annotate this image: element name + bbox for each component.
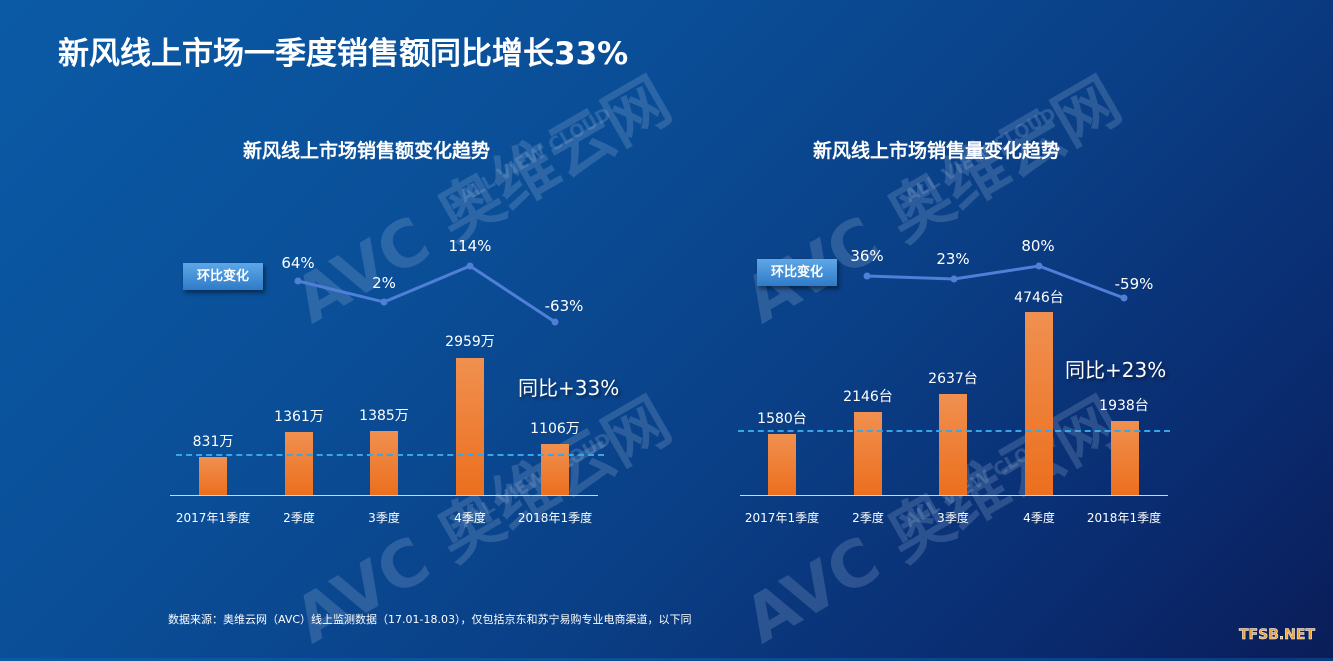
category-label: 4季度: [454, 511, 486, 525]
category-label: 2018年1季度: [517, 511, 593, 525]
mom-label: 2%: [372, 274, 396, 292]
bar: [199, 457, 227, 495]
value-label: 1361万: [274, 409, 324, 425]
mom-label: 114%: [448, 237, 492, 255]
value-label: 4746台: [1014, 290, 1064, 306]
yoy-annotation: 同比+33%: [518, 376, 620, 400]
bar: [541, 444, 569, 495]
yoy-annotation: 同比+23%: [1065, 358, 1167, 382]
mom-label: 36%: [850, 247, 884, 265]
value-label: 831万: [192, 434, 234, 450]
mom-label: 64%: [281, 254, 315, 272]
bar: [456, 358, 484, 495]
value-label: 1106万: [530, 421, 580, 437]
mom-label: -59%: [1114, 275, 1154, 293]
mom-label: -63%: [544, 297, 584, 315]
chart-title: 新风线上市场销售额变化趋势: [243, 140, 491, 162]
bar: [1111, 421, 1139, 495]
mom-change-badge: 环比变化: [757, 259, 837, 286]
x-axis: [740, 495, 1168, 496]
value-label: 1385万: [359, 408, 409, 424]
chart-title: 新风线上市场销售量变化趋势: [813, 140, 1061, 162]
mom-label: 23%: [936, 250, 970, 268]
bar: [768, 434, 796, 495]
category-label: 3季度: [368, 511, 400, 525]
category-label: 2季度: [852, 511, 884, 525]
category-label: 2017年1季度: [744, 511, 820, 525]
bar: [939, 394, 967, 495]
bar: [1025, 312, 1053, 495]
bar: [285, 432, 313, 495]
category-label: 2017年1季度: [175, 511, 251, 525]
bar: [370, 431, 398, 495]
category-label: 2季度: [283, 511, 315, 525]
category-label: 2018年1季度: [1086, 511, 1162, 525]
reference-dashed-line: [738, 430, 1170, 432]
category-label: 4季度: [1023, 511, 1055, 525]
page-title: 新风线上市场一季度销售额同比增长33%: [58, 36, 629, 72]
value-label: 1938台: [1099, 398, 1149, 414]
mom-change-badge: 环比变化: [183, 263, 263, 290]
category-label: 3季度: [937, 511, 969, 525]
value-label: 1580台: [757, 411, 807, 427]
brand-logo: TFSB.NET: [1239, 627, 1316, 644]
reference-dashed-line: [176, 454, 604, 456]
x-axis: [170, 495, 598, 496]
value-label: 2637台: [928, 371, 978, 387]
value-label: 2959万: [445, 334, 495, 350]
bar: [854, 412, 882, 495]
mom-label: 80%: [1021, 237, 1055, 255]
data-source-note: 数据来源：奥维云网（AVC）线上监测数据（17.01-18.03），仅包括京东和…: [168, 613, 692, 626]
value-label: 2146台: [843, 389, 893, 405]
